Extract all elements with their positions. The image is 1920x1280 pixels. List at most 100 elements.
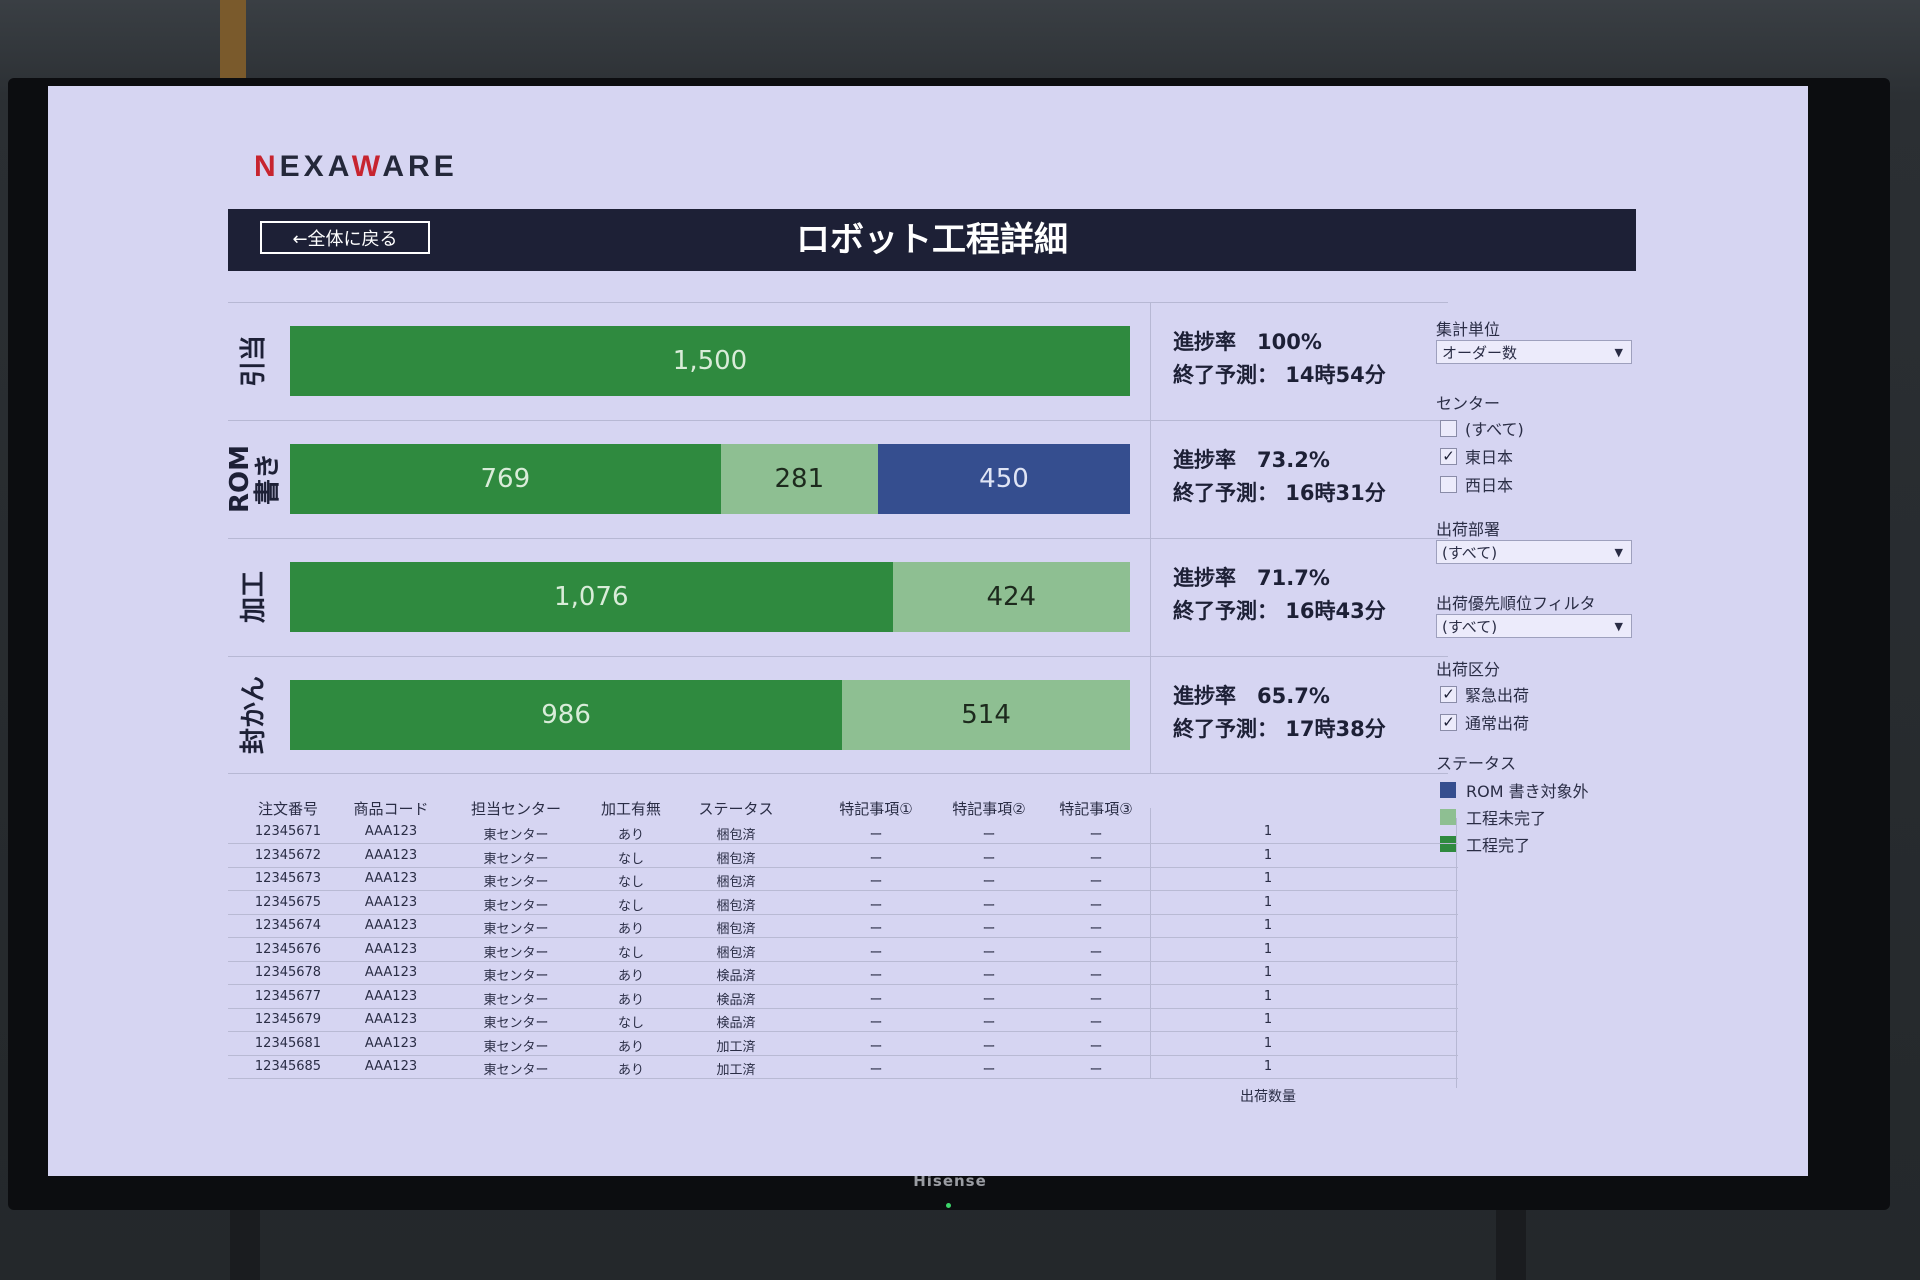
table-cell: 東センター [483,992,549,1008]
progress-rate: 進捗率 71.7% [1173,566,1330,590]
power-led [946,1203,951,1208]
table-cell: ー [1089,922,1103,937]
table-row[interactable]: 12345674 AAA123 東センター あり 梱包済 ー ー ー 1 [228,914,1458,938]
table-cell: ー [869,851,883,867]
center-option-label: 東日本 [1465,448,1514,467]
table-cell: ー [982,875,996,890]
center-option-label: 西日本 [1465,476,1514,495]
table-row[interactable]: 12345672 AAA123 東センター なし 梱包済 ー ー ー 1 [228,844,1458,868]
table-row[interactable]: 12345678 AAA123 東センター あり 検品済 ー ー ー 1 [228,961,1458,985]
row-separator [228,773,1448,774]
center-label: センター [1436,394,1501,413]
legend-label: 工程完了 [1466,836,1531,855]
checkbox-icon[interactable]: ✓ [1440,447,1457,465]
table-cell: 検品済 [716,1016,756,1031]
table-cell: 12345675 [254,894,322,910]
table-cell: なし [617,851,645,867]
company-logo: NEXAWARE [254,150,458,183]
table-cell: ー [982,969,996,984]
bar-segment-rom[interactable]: 450 [877,444,1130,514]
bar-segment-todo[interactable]: 514 [842,680,1130,750]
table-row[interactable]: 12345685 AAA123 東センター あり 加工済 ー ー ー 1 [228,1055,1458,1079]
table-cell: あり [617,1039,645,1055]
table-row[interactable]: 12345676 AAA123 東センター なし 梱包済 ー ー ー 1 [228,938,1458,962]
table-cell: ー [869,969,883,984]
table-cell: 東センター [483,898,549,914]
center-option-west[interactable]: 西日本 [1440,472,1513,496]
column-header[interactable]: 特記事項③ [1059,800,1133,818]
table-cell: ー [982,828,996,843]
table-scrollbar[interactable] [1456,818,1457,1088]
bar-data-label: 1,500 [672,346,748,376]
table-cell: 1 [1263,824,1273,839]
legend-swatch [1440,836,1456,852]
table-row[interactable]: 12345675 AAA123 東センター なし 梱包済 ー ー ー 1 [228,891,1458,915]
bar-segment-done[interactable]: 1,500 [290,326,1130,396]
checkbox-icon[interactable]: ✓ [1440,713,1457,731]
table-cell: AAA123 [364,1012,418,1027]
checkbox-icon[interactable] [1440,475,1457,493]
table-cell: AAA123 [364,918,418,933]
bar-segment-done[interactable]: 986 [290,680,843,750]
unit-dropdown[interactable]: オーダー数 ▼ [1436,340,1632,364]
ship-label: 出荷区分 [1436,660,1501,679]
process-label-line: 加工 [239,570,270,624]
bar-segment-done[interactable]: 769 [290,444,721,514]
table-cell: あり [617,969,645,984]
table-row[interactable]: 12345677 AAA123 東センター あり 検品済 ー ー ー 1 [228,985,1458,1009]
table-cell: 東センター [483,1063,549,1078]
bar-segment-todo[interactable]: 424 [892,562,1130,632]
column-header[interactable]: 特記事項① [839,800,913,818]
process-label: 加工 [228,538,280,656]
column-header[interactable]: 商品コード [353,800,429,818]
ship-option-urgent[interactable]: ✓ 緊急出荷 [1440,682,1529,706]
checkbox-icon[interactable] [1440,419,1457,437]
table-cell: ー [1089,898,1103,914]
dept-dropdown[interactable]: (すべて) ▼ [1436,540,1632,564]
row-separator [228,420,1448,421]
table-row[interactable]: 12345673 AAA123 東センター なし 梱包済 ー ー ー 1 [228,867,1458,891]
table-row[interactable]: 12345681 AAA123 東センター あり 加工済 ー ー ー 1 [228,1032,1458,1056]
table-cell: ー [869,1039,883,1055]
legend-item-complete: 工程完了 [1440,832,1530,856]
progress-stats: 進捗率 71.7% 終了予測： 16時43分 [1173,562,1433,628]
bar-data-label: 450 [979,464,1029,494]
center-option-label: (すべて) [1465,420,1524,439]
column-header[interactable]: 注文番号 [257,800,319,818]
table-cell: ー [982,1039,996,1055]
table-cell: ー [1089,1016,1103,1031]
table-cell: ー [982,1016,996,1031]
bar-segment-todo[interactable]: 281 [720,444,878,514]
checkbox-icon[interactable]: ✓ [1440,685,1457,703]
ship-option-normal[interactable]: ✓ 通常出荷 [1440,710,1529,734]
table-cell: ー [1089,828,1103,843]
table-row[interactable]: 12345671 AAA123 東センター あり 梱包済 ー ー ー 1 [228,820,1458,844]
table-cell: あり [617,992,645,1008]
row-separator [228,302,1448,303]
column-header[interactable]: 加工有無 [600,800,662,818]
eta: 終了予測： 17時38分 [1173,717,1386,741]
progress-rate: 進捗率 65.7% [1173,684,1330,708]
column-header[interactable]: ステータス [698,800,774,818]
table-cell: 東センター [483,875,549,890]
center-option-east[interactable]: ✓ 東日本 [1440,444,1513,468]
table-row[interactable]: 12345679 AAA123 東センター なし 検品済 ー ー ー 1 [228,1008,1458,1032]
table-cell: 梱包済 [716,945,756,961]
center-option-all[interactable]: (すべて) [1440,416,1524,440]
column-header[interactable]: 担当センター [470,800,562,818]
progress-rate: 進捗率 100% [1173,330,1322,354]
priority-dropdown[interactable]: (すべて) ▼ [1436,614,1632,638]
table-cell: ー [869,1063,883,1078]
back-to-overview-button[interactable]: ←全体に戻る [260,221,430,254]
row-separator [228,538,1448,539]
table-cell: 加工済 [716,1063,756,1078]
table-cell: 1 [1263,918,1273,933]
table-cell: ー [1089,945,1103,961]
table-cell: ー [869,828,883,843]
bar-segment-done[interactable]: 1,076 [290,562,893,632]
table-cell: ー [1089,1063,1103,1078]
table-cell: あり [617,828,645,843]
column-header[interactable]: 特記事項② [952,800,1026,818]
table-cell: AAA123 [364,1035,418,1051]
dashboard-screen: NEXAWARE ロボット工程詳細 ←全体に戻る 引当 1,500 進捗率 100%… [48,86,1808,1176]
